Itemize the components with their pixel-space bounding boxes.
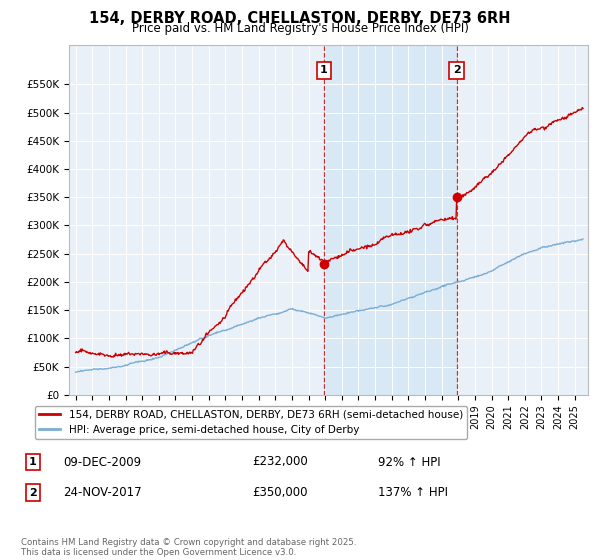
Text: Price paid vs. HM Land Registry's House Price Index (HPI): Price paid vs. HM Land Registry's House …	[131, 22, 469, 35]
Text: 24-NOV-2017: 24-NOV-2017	[63, 486, 142, 500]
Text: 2: 2	[29, 488, 37, 498]
Text: 1: 1	[320, 65, 328, 75]
Bar	[324, 45, 457, 395]
Legend: 154, DERBY ROAD, CHELLASTON, DERBY, DE73 6RH (semi-detached house), HPI: Average: 154, DERBY ROAD, CHELLASTON, DERBY, DE73…	[35, 405, 467, 439]
Text: 92% ↑ HPI: 92% ↑ HPI	[378, 455, 440, 469]
Text: £232,000: £232,000	[252, 455, 308, 469]
Text: £350,000: £350,000	[252, 486, 308, 500]
Text: 2: 2	[453, 65, 460, 75]
Text: Contains HM Land Registry data © Crown copyright and database right 2025.
This d: Contains HM Land Registry data © Crown c…	[21, 538, 356, 557]
Text: 137% ↑ HPI: 137% ↑ HPI	[378, 486, 448, 500]
Text: 09-DEC-2009: 09-DEC-2009	[63, 455, 141, 469]
Text: 1: 1	[29, 457, 37, 467]
Text: 154, DERBY ROAD, CHELLASTON, DERBY, DE73 6RH: 154, DERBY ROAD, CHELLASTON, DERBY, DE73…	[89, 11, 511, 26]
